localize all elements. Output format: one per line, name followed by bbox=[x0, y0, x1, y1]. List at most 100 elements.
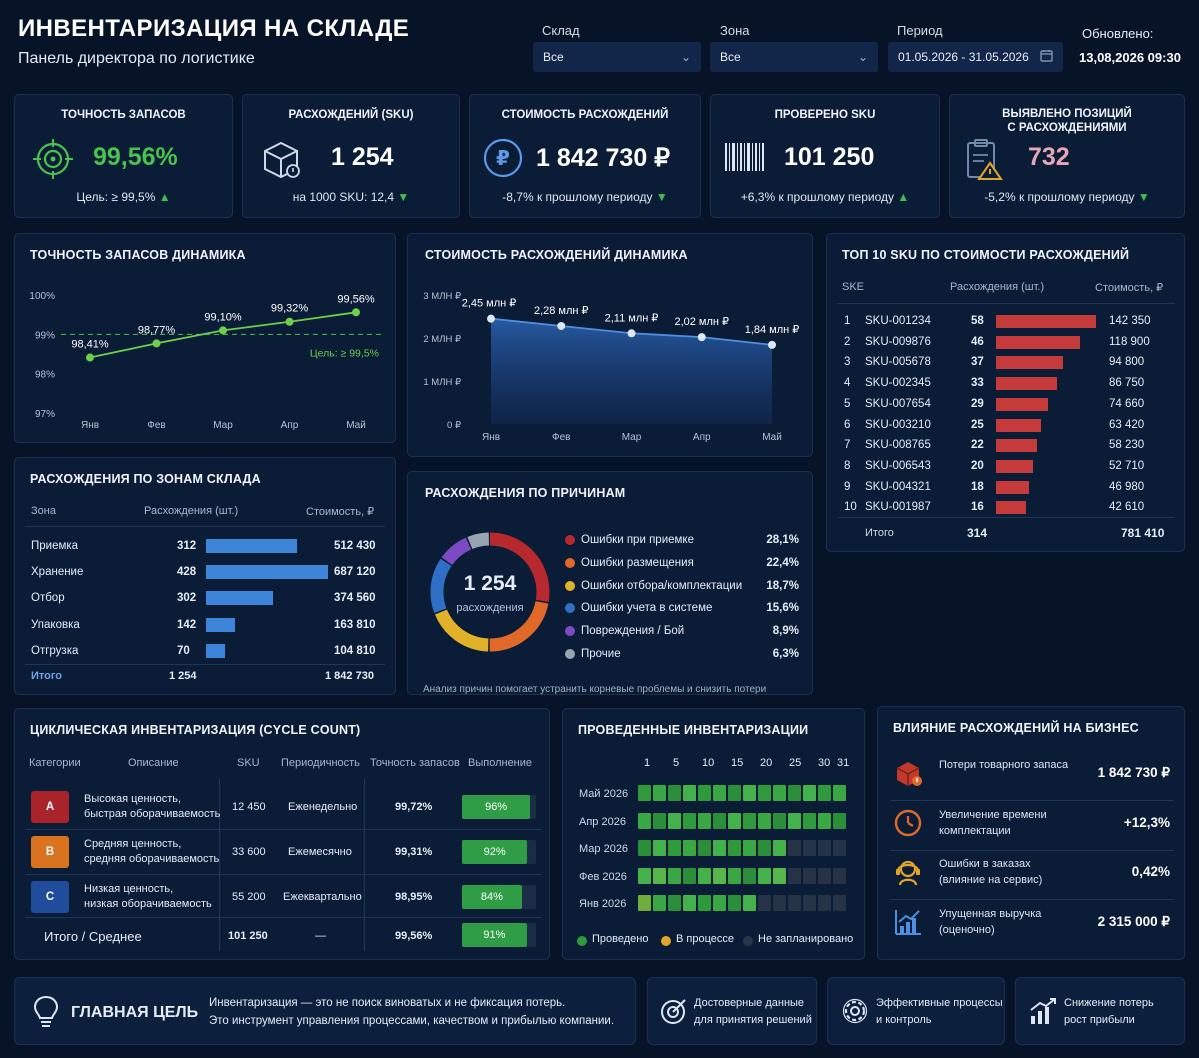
page-title: ИНВЕНТАРИЗАЦИЯ НА СКЛАДЕ bbox=[18, 15, 410, 42]
total-cost: 781 410 bbox=[1121, 526, 1165, 540]
goal-label: ГЛАВНАЯ ЦЕЛЬ bbox=[71, 1004, 199, 1021]
data-point bbox=[557, 321, 566, 330]
row-divider bbox=[890, 849, 1174, 851]
sku-cost: 86 750 bbox=[1109, 377, 1145, 390]
donut-center-label: расхождения bbox=[456, 602, 524, 614]
target-check-icon bbox=[660, 996, 688, 1031]
data-point bbox=[697, 333, 706, 342]
zone-name: Упаковка bbox=[31, 618, 80, 631]
filter-warehouse-select[interactable]: Все ⌄ bbox=[533, 42, 701, 72]
chart-icon bbox=[893, 907, 923, 942]
table-row: 10 SKU-001987 16 42 610 bbox=[827, 497, 1186, 517]
heatmap-cell bbox=[698, 785, 711, 801]
month-label: Фев 2026 bbox=[579, 870, 627, 883]
sku-code: SKU-002345 bbox=[865, 377, 931, 390]
y-tick-label: 0 ₽ bbox=[447, 420, 462, 431]
kpi-value: 732 bbox=[1028, 143, 1070, 171]
arrow-down-icon: ▼ bbox=[655, 190, 668, 204]
data-point bbox=[768, 340, 776, 349]
panel-title: РАСХОЖДЕНИЯ ПО ПРИЧИНАМ bbox=[425, 486, 626, 500]
footer-item-line2: для принятия решений bbox=[694, 1014, 812, 1026]
heatmap-cell bbox=[788, 895, 801, 911]
row-number: 6 bbox=[844, 418, 851, 431]
legend-value: 18,7% bbox=[766, 579, 799, 592]
day-tick-label: 15 bbox=[731, 757, 744, 769]
progress-bar: 92% bbox=[462, 840, 536, 864]
heatmap-cell bbox=[653, 840, 666, 856]
heatmap-cell bbox=[788, 785, 801, 801]
growth-icon bbox=[1028, 996, 1058, 1031]
impact-row: Потери товарного запаса 1 842 730 ₽ bbox=[878, 753, 1186, 801]
cost-bar bbox=[996, 335, 1080, 349]
row-number: 7 bbox=[844, 439, 851, 452]
sku-cost: 52 710 bbox=[1109, 459, 1145, 472]
heatmap-cell bbox=[668, 812, 681, 829]
impact-value: 0,42% bbox=[1131, 864, 1170, 879]
target-icon bbox=[31, 137, 75, 186]
top10-panel: ТОП 10 SKU ПО СТОИМОСТИ РАСХОЖДЕНИЙ SKE … bbox=[826, 233, 1185, 552]
row-divider bbox=[25, 829, 541, 830]
x-tick-label: Апр bbox=[693, 432, 711, 443]
category-desc-1: Средняя ценность, bbox=[84, 838, 182, 850]
table-row: A Высокая ценность, быстрая оборачиваемост… bbox=[15, 787, 551, 830]
panel-title: ТОП 10 SKU ПО СТОИМОСТИ РАСХОЖДЕНИЙ bbox=[842, 248, 1130, 262]
cost-bar bbox=[206, 617, 236, 632]
legend-label: Прочие bbox=[581, 648, 621, 660]
zone-cost: 104 810 bbox=[334, 644, 376, 657]
y-tick-label: 1 МЛН ₽ bbox=[423, 377, 462, 388]
heatmap-cell bbox=[728, 840, 741, 856]
heatmap-cell bbox=[683, 895, 696, 911]
cost-bar bbox=[996, 397, 1049, 411]
legend-dot-icon bbox=[743, 936, 753, 946]
category-period: Еженедельно bbox=[288, 801, 358, 813]
reasons-panel: РАСХОЖДЕНИЯ ПО ПРИЧИНАМ 1 254 расхождени… bbox=[407, 471, 813, 695]
heatmap-cell bbox=[728, 867, 741, 884]
calendar-icon[interactable] bbox=[1040, 49, 1053, 65]
total-accuracy: 99,56% bbox=[395, 930, 433, 942]
filter-period-value: 01.05.2026 - 31.05.2026 bbox=[898, 50, 1029, 64]
row-number: 2 bbox=[844, 335, 851, 348]
legend-dot-icon bbox=[565, 535, 575, 545]
sku-cost: 142 350 bbox=[1109, 315, 1151, 327]
sku-qty: 58 bbox=[971, 315, 984, 327]
zone-name: Отгрузка bbox=[31, 644, 79, 657]
sku-qty: 37 bbox=[971, 356, 984, 369]
category-desc-2: низкая оборачиваемость bbox=[84, 898, 212, 910]
day-tick-label: 20 bbox=[760, 757, 773, 769]
heatmap-cell bbox=[803, 812, 816, 829]
filter-period-picker[interactable]: 01.05.2026 - 31.05.2026 bbox=[888, 42, 1063, 72]
sku-cost: 46 980 bbox=[1109, 480, 1145, 493]
progress-bar: 96% bbox=[462, 795, 536, 819]
impact-value: 1 842 730 ₽ bbox=[1097, 765, 1170, 780]
heatmap-cell bbox=[638, 840, 651, 856]
svg-text:₽: ₽ bbox=[496, 146, 510, 170]
table-row: Отгрузка 70 104 810 bbox=[15, 641, 397, 661]
heatmap-cell bbox=[833, 785, 846, 801]
data-point bbox=[487, 314, 495, 323]
kpi-sub: +6,3% к прошлому периоду ▲ bbox=[740, 190, 910, 204]
table-row: Отбор 302 374 560 bbox=[15, 588, 397, 608]
cycle-panel: ЦИКЛИЧЕСКАЯ ИНВЕНТАРИЗАЦИЯ (CYCLE COUNT)… bbox=[14, 708, 550, 960]
progress-fill: 91% bbox=[462, 923, 527, 947]
total-sku: 101 250 bbox=[228, 930, 268, 942]
heatmap-cell bbox=[668, 895, 681, 911]
zone-name: Отбор bbox=[31, 592, 65, 605]
panel-title: ПРОВЕДЕННЫЕ ИНВЕНТАРИЗАЦИИ bbox=[578, 723, 809, 737]
cost-bar bbox=[996, 480, 1029, 494]
zone-cost: 687 120 bbox=[334, 566, 376, 579]
x-tick-label: Янв bbox=[81, 420, 99, 431]
donut-slice bbox=[430, 532, 550, 652]
legend-label: Ошибки при приемке bbox=[581, 534, 694, 546]
heatmap-cell bbox=[758, 840, 771, 856]
y-tick-label: 3 МЛН ₽ bbox=[423, 291, 462, 302]
month-label: Май 2026 bbox=[579, 788, 629, 800]
category-badge: B bbox=[31, 836, 69, 868]
day-tick-label: 31 bbox=[837, 757, 850, 769]
filter-zone-select[interactable]: Все ⌄ bbox=[710, 42, 878, 72]
updated-value: 13,08,2026 09:30 bbox=[1079, 50, 1181, 65]
footer-item: Эффективные процессы и контроль bbox=[827, 977, 1005, 1045]
footer-item-line2: рост прибыли bbox=[1064, 1014, 1135, 1026]
support-icon bbox=[893, 857, 923, 892]
cost-bar bbox=[206, 539, 297, 553]
heatmap-cell bbox=[773, 840, 786, 856]
